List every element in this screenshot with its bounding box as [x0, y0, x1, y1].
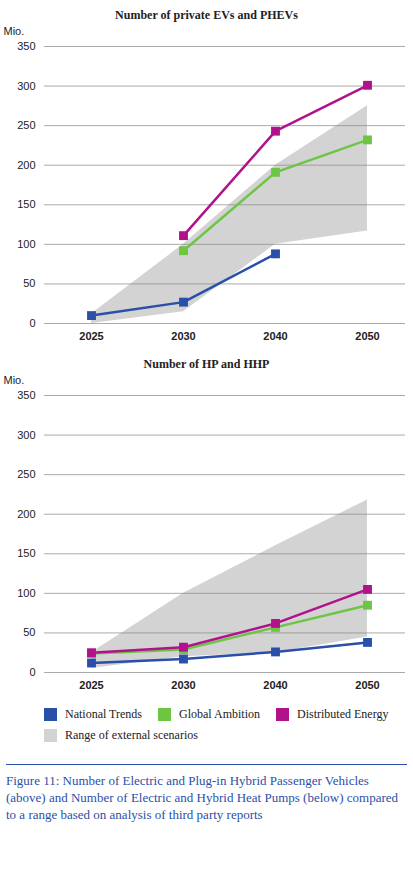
svg-text:Mio.: Mio.: [4, 25, 25, 37]
html-text:Number of HP and HHP: Number of HP and HHP: [143, 357, 270, 371]
svg-text:50: 50: [23, 626, 35, 638]
svg-text:2025: 2025: [79, 330, 103, 342]
svg-text:250: 250: [17, 119, 35, 131]
svg-text:250: 250: [17, 468, 35, 480]
svg-text:350: 350: [17, 40, 35, 52]
html-text:Number of private EVs and PHEV: Number of private EVs and PHEVs: [115, 8, 298, 22]
svg-text:2050: 2050: [355, 330, 379, 342]
svg-text:200: 200: [17, 508, 35, 520]
svg-text:2040: 2040: [263, 330, 287, 342]
svg-text:100: 100: [17, 587, 35, 599]
svg-text:50: 50: [23, 277, 35, 289]
svg-text:150: 150: [17, 198, 35, 210]
svg-text:Mio.: Mio.: [4, 374, 25, 386]
svg-text:2030: 2030: [171, 679, 195, 691]
html-text:Distributed Energy: Distributed Energy: [297, 707, 389, 721]
svg-text:2030: 2030: [171, 330, 195, 342]
svg-text:0: 0: [29, 666, 35, 678]
svg-text:2040: 2040: [263, 679, 287, 691]
svg-text:300: 300: [17, 429, 35, 441]
svg-text:2025: 2025: [79, 679, 103, 691]
svg-text:300: 300: [17, 80, 35, 92]
html-text:Figure 11: Number of Electric: Figure 11: Number of Electric and Plug-i…: [6, 773, 398, 822]
html-text:Range of external scenarios: Range of external scenarios: [65, 728, 198, 742]
svg-text:2050: 2050: [355, 679, 379, 691]
svg-text:150: 150: [17, 547, 35, 559]
html-text:Global Ambition: Global Ambition: [179, 707, 260, 721]
svg-text:200: 200: [17, 159, 35, 171]
svg-text:350: 350: [17, 389, 35, 401]
html-text:National Trends: National Trends: [65, 707, 142, 721]
svg-text:0: 0: [29, 317, 35, 329]
svg-text:100: 100: [17, 238, 35, 250]
